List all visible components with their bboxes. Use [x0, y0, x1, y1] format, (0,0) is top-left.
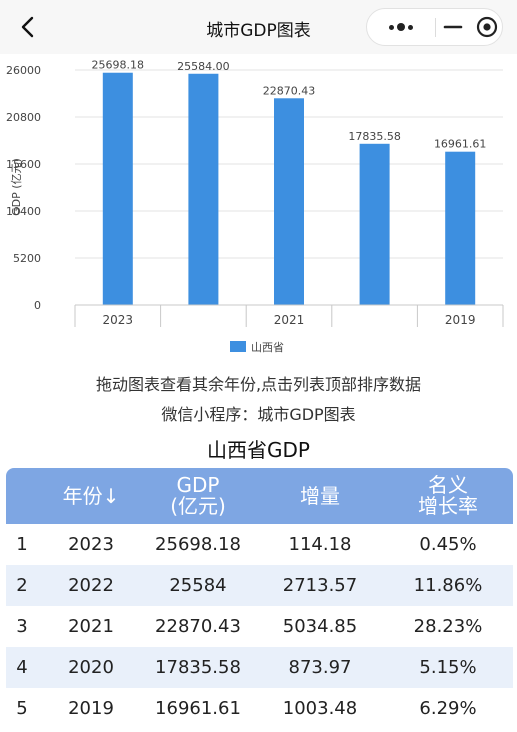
- chevron-left-icon: [21, 16, 34, 38]
- gdp-header-line2: (亿元): [170, 494, 226, 518]
- y-tick-label: 0: [34, 299, 41, 312]
- rank-cell: 1: [16, 534, 28, 555]
- y-axis-label: GDP (亿元): [10, 158, 23, 216]
- x-axis: 2023 2021 2019: [74, 304, 504, 327]
- rank-cell: 2: [16, 575, 28, 596]
- data-label: 16961.61: [434, 138, 487, 151]
- target-circle-icon: [476, 16, 498, 38]
- drag-tip-text: 拖动图表查看其余年份,点击列表顶部排序数据: [95, 375, 422, 394]
- growth-header-line1: 名义: [428, 473, 468, 497]
- rank-cell: 3: [16, 616, 28, 637]
- gdp-cell: 16961.61: [155, 698, 241, 719]
- data-label: 25584.00: [177, 60, 230, 73]
- table-title: 山西省GDP: [207, 438, 310, 462]
- more-dots-icon: [389, 23, 413, 31]
- mini-program-capsule: [366, 8, 503, 46]
- growth-cell: 5.15%: [419, 657, 477, 678]
- gdp-cell: 17835.58: [155, 657, 241, 678]
- mini-program-tip-text: 微信小程序：城市GDP图表: [161, 405, 356, 424]
- gdp-cell: 22870.43: [155, 616, 241, 637]
- minus-icon: [443, 25, 463, 29]
- increase-header-label: 增量: [300, 483, 340, 508]
- y-tick-label: 26000: [6, 64, 41, 77]
- growth-cell: 0.45%: [419, 534, 477, 555]
- data-label: 25698.18: [92, 59, 145, 72]
- gdp-header-line1: GDP: [176, 473, 220, 497]
- increase-sort-header[interactable]: 增量: [270, 468, 370, 524]
- chart-data-labels: 25698.18 25584.00 22870.43 17835.58 16961.61: [92, 59, 487, 151]
- rank-cell: 4: [16, 657, 28, 678]
- nav-bar: 城市GDP图表: [0, 0, 517, 54]
- bar: [102, 72, 133, 305]
- table-header: 年份↓ GDP (亿元) 增量 名义 增长率: [6, 468, 513, 524]
- y-tick-label: 20800: [6, 111, 41, 124]
- data-label: 17835.58: [348, 130, 401, 143]
- legend-swatch: [230, 341, 246, 352]
- gdp-cell: 25698.18: [155, 534, 241, 555]
- table-row[interactable]: 4 2020 17835.58 873.97 5.15%: [6, 647, 513, 688]
- chart-bars: [102, 72, 476, 305]
- year-cell: 2021: [68, 616, 114, 637]
- legend-label: 山西省: [251, 341, 284, 354]
- increase-cell: 2713.57: [282, 575, 358, 596]
- year-sort-header[interactable]: 年份↓: [46, 468, 136, 524]
- year-cell: 2020: [68, 657, 114, 678]
- growth-cell: 6.29%: [419, 698, 477, 719]
- minimize-button[interactable]: [436, 9, 470, 45]
- table-row[interactable]: 2 2022 25584 2713.57 11.86%: [6, 565, 513, 606]
- capsule-divider: [435, 18, 436, 37]
- table-row[interactable]: 3 2021 22870.43 5034.85 28.23%: [6, 606, 513, 647]
- y-tick-label: 5200: [13, 252, 41, 265]
- increase-cell: 114.18: [288, 534, 352, 555]
- year-cell: 2023: [68, 534, 114, 555]
- x-tick-label: 2019: [445, 313, 476, 327]
- table-row[interactable]: 5 2019 16961.61 1003.48 6.29%: [6, 688, 513, 729]
- chart-legend[interactable]: 山西省: [230, 341, 284, 354]
- growth-cell: 28.23%: [413, 616, 483, 637]
- year-cell: 2022: [68, 575, 114, 596]
- capsule-actions: [436, 9, 504, 45]
- x-tick-label: 2023: [103, 313, 134, 327]
- year-cell: 2019: [68, 698, 114, 719]
- bar: [445, 151, 476, 305]
- growth-cell: 11.86%: [413, 575, 483, 596]
- rank-cell: 5: [16, 698, 28, 719]
- data-label: 22870.43: [263, 84, 316, 97]
- more-button[interactable]: [367, 9, 435, 45]
- bar: [359, 143, 390, 305]
- y-tick-label: 10400: [6, 205, 41, 218]
- increase-cell: 1003.48: [282, 698, 358, 719]
- bar: [274, 98, 304, 305]
- gdp-bar-chart[interactable]: 0 5200 10400 15600 20800 26000 GDP (亿元) 25698…: [0, 54, 517, 364]
- close-button[interactable]: [470, 9, 504, 45]
- growth-sort-header[interactable]: 名义 增长率: [398, 468, 498, 524]
- x-tick-label: 2021: [274, 313, 305, 327]
- table-row[interactable]: 1 2023 25698.18 114.18 0.45%: [6, 524, 513, 565]
- increase-cell: 873.97: [288, 657, 352, 678]
- y-axis-ticks: 0 5200 10400 15600 20800 26000: [6, 64, 41, 312]
- bar: [188, 73, 219, 305]
- growth-header-line2: 增长率: [418, 494, 478, 518]
- increase-cell: 5034.85: [282, 616, 358, 637]
- back-button[interactable]: [14, 13, 42, 41]
- gdp-cell: 25584: [169, 575, 227, 596]
- y-tick-label: 15600: [6, 158, 41, 171]
- year-header-label: 年份↓: [62, 483, 120, 508]
- gdp-sort-header[interactable]: GDP (亿元): [144, 468, 252, 524]
